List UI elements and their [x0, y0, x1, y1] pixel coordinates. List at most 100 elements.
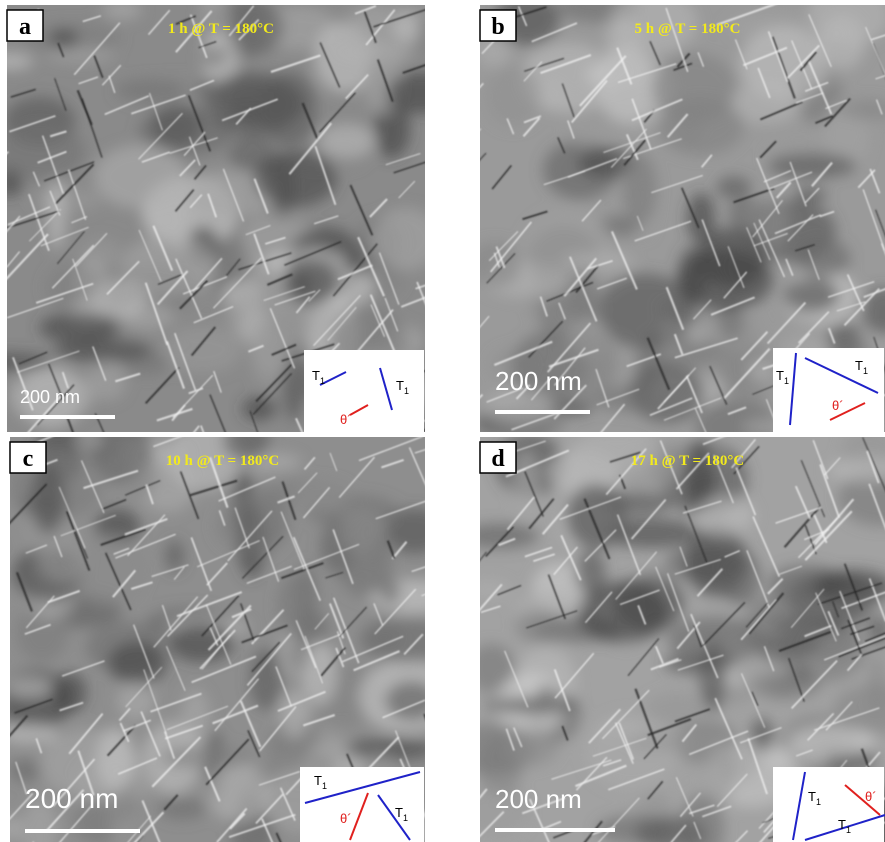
inset-label-sub: 1 [322, 781, 327, 791]
texture-blob [795, 238, 850, 278]
panel-letter: d [491, 446, 505, 472]
scale-bar-label: 200 nm [20, 387, 80, 407]
texture-blob [387, 72, 458, 114]
texture-blob [75, 430, 105, 450]
texture-blob [343, 738, 436, 760]
texture-blob [121, 236, 218, 298]
precipitate [437, 395, 483, 442]
texture-blob [152, 105, 201, 146]
scale-bar-label: 200 nm [495, 784, 582, 814]
texture-blob [745, 591, 827, 666]
texture-blob [467, 581, 510, 598]
panel-letter: a [19, 14, 31, 40]
texture-blob [565, 484, 625, 550]
texture-blob [39, 312, 119, 343]
inset-label-sub: 1 [320, 376, 325, 386]
panel-title: 1 h @ T = 180°C [168, 21, 274, 37]
texture-blob [385, 681, 439, 721]
texture-blob [31, 464, 65, 534]
texture-blob [537, 684, 557, 701]
panel-letter: b [491, 14, 504, 40]
texture-blob [720, 550, 761, 606]
precipitate [448, 129, 481, 168]
panel-title: 10 h @ T = 180°C [166, 453, 279, 469]
scale-bar-label: 200 nm [25, 783, 118, 814]
texture-blob [251, 317, 290, 387]
scale-bar [495, 828, 615, 832]
texture-blob [513, 451, 539, 520]
inset-label: θ´ [340, 811, 352, 826]
texture-blob [0, 724, 58, 743]
texture-blob [201, 47, 226, 68]
texture-blob [96, 727, 135, 791]
inset-label-sub: 1 [816, 797, 821, 807]
texture-blob [0, 816, 22, 841]
precipitate [447, 83, 483, 123]
texture-blob [485, 65, 541, 127]
texture-blob [622, 153, 657, 225]
texture-blob [108, 641, 168, 684]
texture-blob [660, 323, 680, 349]
texture-blob [102, 0, 142, 20]
inset-label-main: T [312, 368, 320, 383]
texture-blob [578, 581, 668, 643]
texture-blob [694, 497, 754, 534]
texture-blob [339, 506, 379, 554]
texture-blob [704, 739, 735, 806]
inset-label-main: θ´ [340, 811, 352, 826]
texture-blob [751, 672, 820, 700]
inset-label-sub: 1 [404, 386, 409, 396]
inset-label: θ´ [832, 398, 844, 413]
texture-blob [523, 210, 613, 283]
inset-label-main: T [395, 805, 403, 820]
texture-blob [5, 677, 52, 697]
texture-blob [87, 362, 126, 400]
scale-bar [495, 410, 590, 414]
inset-label-main: T [776, 368, 784, 383]
texture-blob [254, 151, 337, 207]
scale-bar [20, 415, 115, 419]
texture-blob [129, 434, 158, 497]
inset-label-main: T [808, 789, 816, 804]
inset-label-main: T [396, 378, 404, 393]
texture-blob [45, 46, 115, 63]
texture-blob [207, 71, 299, 136]
texture-blob [90, 18, 114, 40]
texture-blob [716, 176, 751, 199]
texture-blob [283, 257, 337, 306]
inset-label: θ´ [865, 789, 877, 804]
scale-bar-label: 200 nm [495, 366, 582, 396]
inset-label-sub: 1 [863, 366, 868, 376]
texture-blob [379, 578, 401, 605]
panel-title: 5 h @ T = 180°C [635, 21, 741, 37]
texture-blob [652, 53, 737, 123]
inset-label-sub: 1 [846, 825, 851, 835]
inset-label-main: T [314, 773, 322, 788]
texture-blob [242, 397, 277, 421]
inset-label: θ´ [340, 412, 352, 427]
scale-bar [25, 829, 140, 833]
texture-blob [279, 691, 310, 739]
panel: a1 h @ T = 180°C200 nmT1T1θ´ [0, 0, 463, 474]
texture-blob [749, 359, 774, 382]
panel: d17 h @ T = 180°C200 nmT1θ´T1 [445, 423, 885, 842]
inset-label-main: T [855, 358, 863, 373]
precipitate [422, 576, 471, 596]
inset-label-main: T [838, 817, 846, 832]
page: a1 h @ T = 180°C200 nmT1T1θ´b5 h @ T = 1… [0, 0, 885, 842]
texture-blob [9, 760, 42, 781]
figure: a1 h @ T = 180°C200 nmT1T1θ´b5 h @ T = 1… [0, 0, 885, 842]
panel: b5 h @ T = 180°C200 nmT1T1θ´ [437, 0, 885, 462]
inset-label-main: θ´ [832, 398, 844, 413]
texture-blob [288, 639, 310, 672]
texture-blob [468, 242, 521, 287]
panel: c10 h @ T = 180°C200 nmT1θ´T1 [0, 416, 470, 842]
texture-blob [515, 610, 570, 644]
texture-blob [819, 14, 865, 69]
panel-letter: c [23, 446, 34, 472]
texture-blob [393, 13, 419, 45]
inset-label-main: θ´ [865, 789, 877, 804]
inset-label-main: θ´ [340, 412, 352, 427]
texture-blob [117, 682, 155, 720]
texture-blob [94, 145, 187, 209]
